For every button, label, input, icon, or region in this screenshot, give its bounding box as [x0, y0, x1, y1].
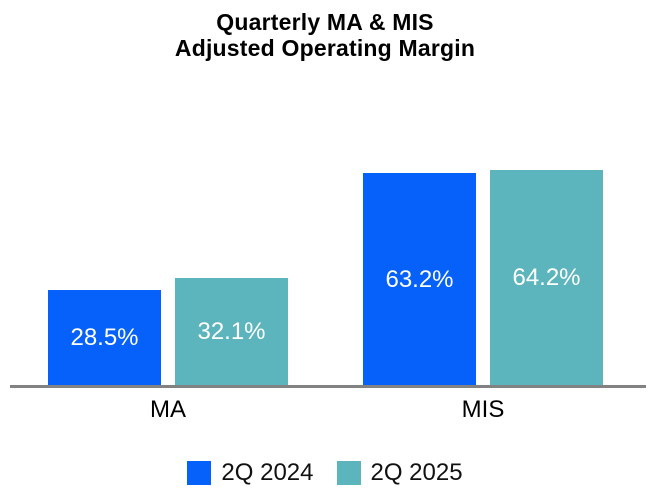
bar-value-label: 28.5%	[70, 324, 139, 351]
bar-ma-2q2025: 32.1%	[175, 278, 288, 386]
legend-item-2q2024: 2Q 2024	[187, 459, 314, 487]
bar-value-label: 32.1%	[197, 318, 266, 345]
legend-label-2q2024: 2Q 2024	[221, 459, 314, 486]
legend: 2Q 2024 2Q 2025	[0, 459, 650, 487]
legend-swatch-2q2024	[187, 461, 212, 485]
chart-title: Quarterly MA & MIS Adjusted Operating Ma…	[0, 9, 650, 61]
plot-area: 28.5% 32.1% 63.2% 64.2%	[48, 170, 603, 386]
x-axis-label-ma: MA	[150, 396, 186, 423]
chart-title-line1: Quarterly MA & MIS	[216, 9, 434, 35]
bar-mis-2q2024: 63.2%	[363, 173, 476, 386]
legend-item-2q2025: 2Q 2025	[336, 459, 463, 487]
x-axis-line	[10, 385, 646, 388]
bar-ma-2q2024: 28.5%	[48, 290, 161, 386]
legend-label-2q2025: 2Q 2025	[370, 459, 463, 486]
bar-mis-2q2025: 64.2%	[490, 170, 603, 386]
bar-value-label: 64.2%	[512, 264, 581, 291]
chart-title-line2: Adjusted Operating Margin	[174, 35, 476, 61]
x-axis-label-mis: MIS	[461, 396, 505, 423]
legend-swatch-2q2025	[336, 461, 361, 485]
bar-value-label: 63.2%	[385, 265, 454, 293]
